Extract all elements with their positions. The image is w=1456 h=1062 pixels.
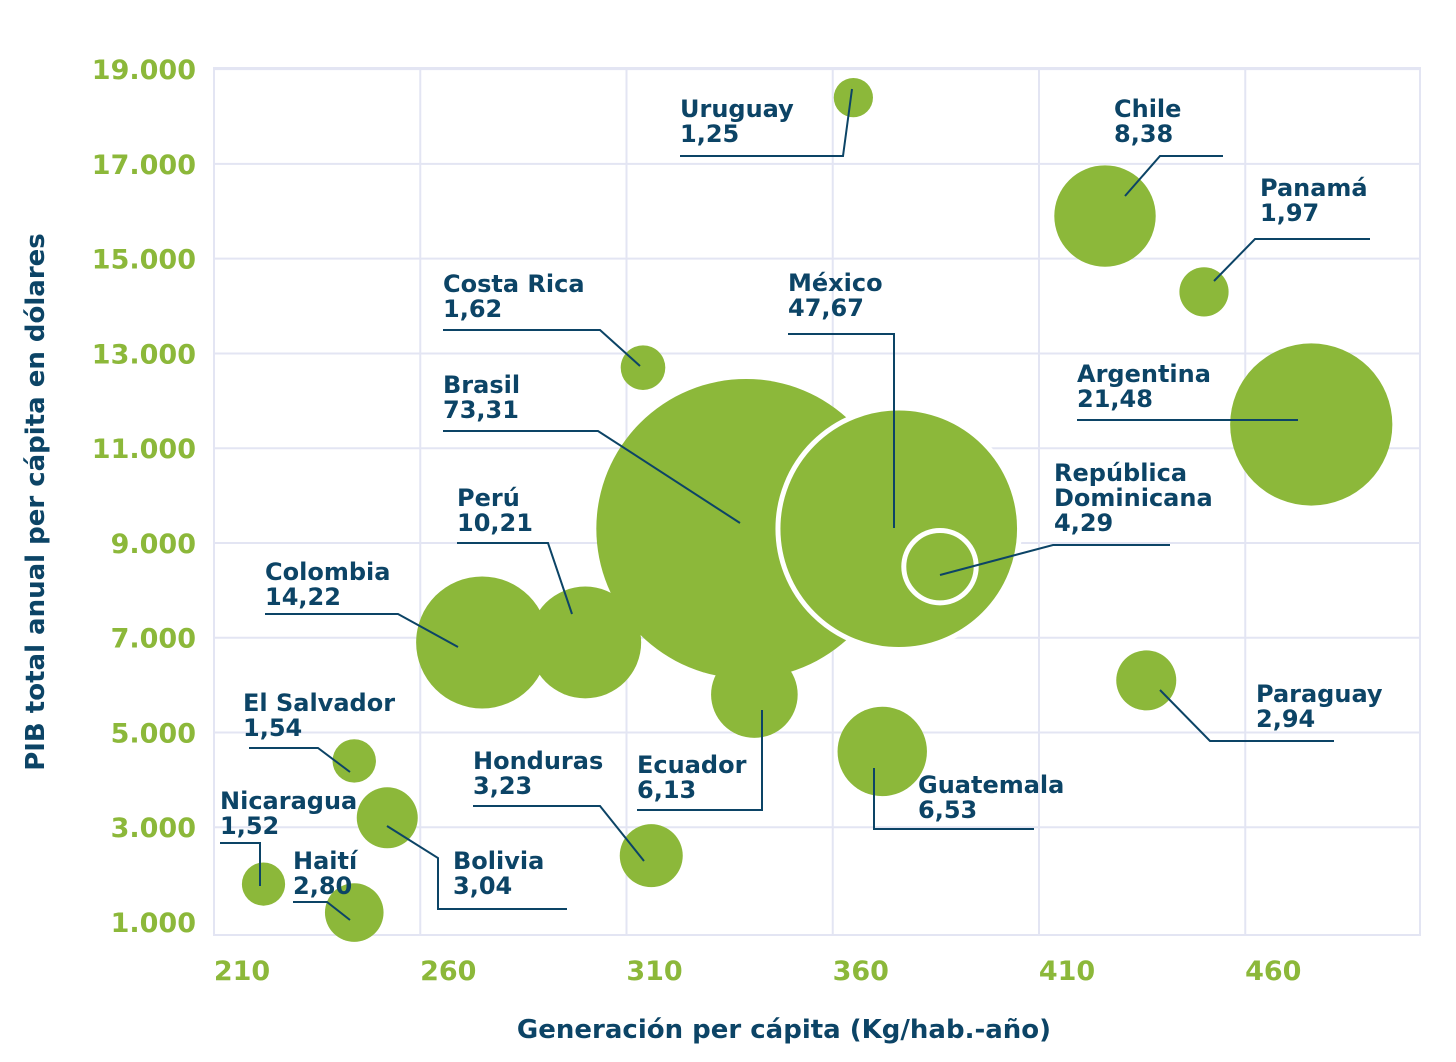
bubble-per- (529, 586, 642, 699)
leader-line (220, 842, 261, 886)
x-axis-ticks: 210 260 310 360 410 460 (214, 956, 1302, 987)
y-tick-label: 19.000 (92, 55, 196, 86)
leader-line (249, 747, 351, 773)
bubble-nicaragua (241, 862, 286, 906)
leader-line (293, 901, 351, 921)
bubble-paraguay (1116, 650, 1177, 711)
bubble-chile (1054, 165, 1156, 267)
bubble-guatemala (837, 706, 927, 797)
leader-line (939, 544, 1170, 576)
y-tick-label: 13.000 (92, 339, 196, 370)
bubble-label: Perú 10,21 (457, 484, 533, 537)
leader-line (473, 805, 645, 862)
bubble-ecuador (711, 651, 798, 738)
y-tick-label: 1.000 (111, 908, 196, 939)
bubble-bolivia (356, 787, 418, 849)
y-tick-label: 5.000 (111, 718, 196, 749)
bubble-label: Uruguay 1,25 (680, 95, 794, 148)
leader-line (873, 768, 1034, 830)
bubble-label: Honduras 3,23 (473, 747, 603, 800)
bubble-label: Paraguay 2,94 (1256, 680, 1383, 733)
bubble-label: México 47,67 (788, 269, 883, 322)
bubble-costa-rica (620, 345, 666, 390)
bubble-label: Argentina 21,48 (1077, 360, 1211, 413)
x-tick-label: 460 (1245, 956, 1301, 987)
x-tick-label: 410 (1039, 956, 1095, 987)
bubble-label: Colombia 14,22 (265, 558, 390, 611)
plot-frame (213, 67, 1421, 936)
leader-line (443, 430, 741, 524)
bubble-label: El Salvador 1,54 (243, 689, 395, 742)
y-tick-label: 17.000 (92, 150, 196, 181)
bubble-uruguay (833, 77, 873, 118)
y-tick-label: 3.000 (111, 813, 196, 844)
leader-line (386, 825, 567, 910)
x-tick-label: 310 (626, 956, 682, 987)
bubble-label: República Dominicana 4,29 (1054, 459, 1213, 537)
bubble-label: Haití 2,80 (293, 847, 359, 900)
bubble-hait- (324, 883, 384, 942)
x-tick-label: 260 (420, 956, 476, 987)
grid (213, 67, 1421, 936)
leader-line (443, 329, 641, 367)
leader-line (680, 88, 853, 157)
leader-line (788, 333, 895, 528)
x-tick-label: 360 (833, 956, 889, 987)
leader-line (265, 613, 459, 648)
leader-line (1159, 689, 1334, 742)
leader-line (1124, 155, 1223, 197)
y-axis-ticks: 1.000 3.000 5.000 7.000 9.000 11.000 13.000 15.… (92, 55, 196, 939)
bubble-honduras (619, 824, 683, 888)
bubble-label: Brasil 73,31 (443, 371, 520, 424)
y-tick-label: 9.000 (111, 529, 196, 560)
bubble-label: Panamá 1,97 (1260, 174, 1368, 227)
y-axis-label: PIB total anual per cápita en dólares (21, 233, 51, 771)
bubble-rep-blica-dominicana (901, 527, 979, 606)
bubble-el-salvador (332, 739, 376, 783)
bubble-colombia (416, 576, 549, 709)
y-tick-label: 15.000 (92, 245, 196, 276)
y-tick-label: 7.000 (111, 624, 196, 655)
bubble-label: Costa Rica 1,62 (443, 270, 585, 323)
x-tick-label: 210 (214, 956, 270, 987)
leader-line (637, 710, 763, 811)
bubble-label: Ecuador 6,13 (637, 751, 747, 804)
bubble-argentina (1230, 343, 1393, 506)
y-tick-label: 11.000 (92, 434, 196, 465)
bubble-m-xico (775, 405, 1023, 653)
bubble-labels: Uruguay 1,25 Chile 8,38 Panamá 1,97 Costa Rica… (220, 95, 1383, 900)
bubble-label: Chile 8,38 (1114, 95, 1181, 148)
bubble-label: Bolivia 3,04 (453, 847, 544, 900)
x-axis-label: Generación per cápita (Kg/hab.-año) (517, 1015, 1051, 1045)
bubble-label: Guatemala 6,53 (918, 771, 1064, 824)
leader-line (457, 542, 573, 615)
leader-line (1213, 238, 1370, 282)
label-leaders (220, 88, 1370, 921)
bubble-label: Nicaragua 1,52 (220, 787, 357, 840)
bubbles (241, 77, 1393, 942)
